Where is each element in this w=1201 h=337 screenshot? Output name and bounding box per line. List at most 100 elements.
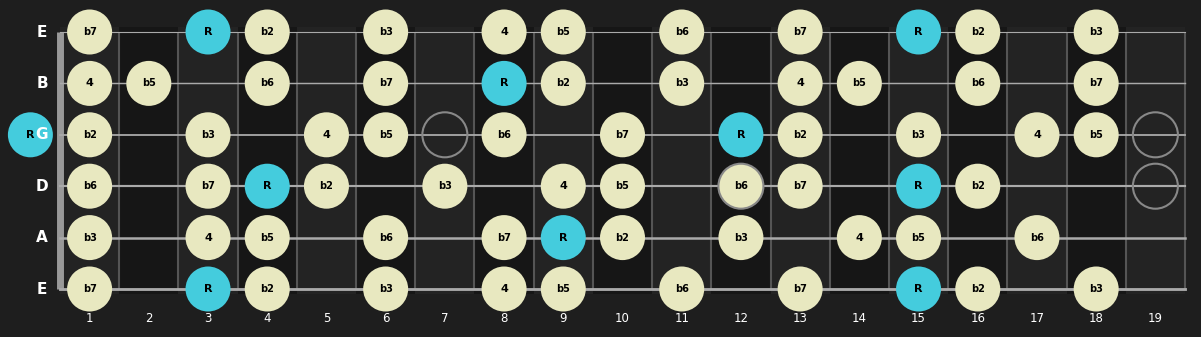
Text: 4: 4 — [85, 79, 94, 88]
Ellipse shape — [896, 112, 942, 157]
Text: b3: b3 — [912, 130, 926, 140]
Ellipse shape — [659, 61, 704, 106]
Text: B: B — [36, 76, 48, 91]
Ellipse shape — [304, 164, 349, 209]
Ellipse shape — [304, 112, 349, 157]
Text: R: R — [914, 284, 922, 294]
Ellipse shape — [245, 267, 289, 311]
Bar — [179, 27, 238, 294]
Text: 11: 11 — [674, 312, 689, 326]
Bar — [711, 27, 771, 294]
Text: 7: 7 — [441, 312, 449, 326]
Text: 2: 2 — [145, 312, 153, 326]
Ellipse shape — [1074, 61, 1118, 106]
Text: R: R — [914, 181, 922, 191]
Ellipse shape — [837, 61, 882, 106]
Ellipse shape — [245, 164, 289, 209]
Text: b3: b3 — [675, 79, 688, 88]
Text: 6: 6 — [382, 312, 389, 326]
Ellipse shape — [482, 267, 526, 311]
Ellipse shape — [600, 112, 645, 157]
Ellipse shape — [777, 164, 823, 209]
Text: 3: 3 — [204, 312, 211, 326]
Ellipse shape — [185, 112, 231, 157]
Text: b2: b2 — [970, 181, 985, 191]
Ellipse shape — [482, 9, 526, 55]
Ellipse shape — [363, 215, 408, 260]
Text: b5: b5 — [142, 79, 156, 88]
Bar — [119, 27, 179, 294]
Text: b6: b6 — [497, 130, 510, 140]
Text: b7: b7 — [1089, 79, 1104, 88]
Text: b3: b3 — [378, 27, 393, 37]
Text: 4: 4 — [1033, 130, 1041, 140]
Ellipse shape — [600, 215, 645, 260]
Ellipse shape — [67, 164, 112, 209]
Text: R: R — [204, 27, 213, 37]
Text: b2: b2 — [793, 130, 807, 140]
Bar — [1066, 27, 1125, 294]
Bar — [652, 27, 711, 294]
Text: 16: 16 — [970, 312, 985, 326]
Ellipse shape — [126, 61, 172, 106]
Ellipse shape — [245, 215, 289, 260]
Text: b5: b5 — [853, 79, 866, 88]
Text: 4: 4 — [500, 284, 508, 294]
Ellipse shape — [659, 9, 704, 55]
Ellipse shape — [245, 9, 289, 55]
Text: A: A — [36, 230, 48, 245]
Text: R: R — [204, 284, 213, 294]
Text: G: G — [36, 127, 48, 142]
Text: 15: 15 — [912, 312, 926, 326]
Bar — [1125, 27, 1185, 294]
Bar — [533, 27, 593, 294]
Ellipse shape — [67, 112, 112, 157]
Text: E: E — [37, 281, 47, 297]
Bar — [355, 27, 416, 294]
Ellipse shape — [363, 267, 408, 311]
Ellipse shape — [955, 164, 1000, 209]
Ellipse shape — [955, 61, 1000, 106]
Text: b6: b6 — [378, 233, 393, 243]
Text: b2: b2 — [970, 284, 985, 294]
Text: b5: b5 — [556, 27, 570, 37]
Text: b2: b2 — [556, 79, 570, 88]
Text: b7: b7 — [793, 27, 807, 37]
Text: 13: 13 — [793, 312, 807, 326]
Ellipse shape — [896, 164, 942, 209]
Text: b2: b2 — [616, 233, 629, 243]
Ellipse shape — [540, 164, 586, 209]
Ellipse shape — [955, 9, 1000, 55]
Text: b5: b5 — [616, 181, 629, 191]
Ellipse shape — [67, 267, 112, 311]
Text: b2: b2 — [261, 27, 274, 37]
Text: b6: b6 — [675, 284, 688, 294]
Text: b6: b6 — [970, 79, 985, 88]
Text: 18: 18 — [1089, 312, 1104, 326]
Bar — [771, 27, 830, 294]
Ellipse shape — [777, 61, 823, 106]
Text: b5: b5 — [556, 284, 570, 294]
Ellipse shape — [185, 164, 231, 209]
Text: b7: b7 — [793, 181, 807, 191]
Bar — [889, 27, 948, 294]
Text: 8: 8 — [501, 312, 508, 326]
Text: b6: b6 — [261, 79, 274, 88]
Text: R: R — [26, 130, 35, 140]
Text: 4: 4 — [500, 27, 508, 37]
Text: 19: 19 — [1148, 312, 1163, 326]
Ellipse shape — [659, 267, 704, 311]
Ellipse shape — [718, 164, 764, 209]
Text: 14: 14 — [852, 312, 867, 326]
Text: b6: b6 — [675, 27, 688, 37]
Text: b5: b5 — [912, 233, 926, 243]
Text: 4: 4 — [263, 312, 271, 326]
Text: 4: 4 — [204, 233, 211, 243]
Ellipse shape — [718, 215, 764, 260]
Text: b7: b7 — [201, 181, 215, 191]
Text: D: D — [36, 179, 48, 194]
Ellipse shape — [540, 215, 586, 260]
Text: b7: b7 — [497, 233, 510, 243]
Text: 17: 17 — [1029, 312, 1045, 326]
Text: 4: 4 — [323, 130, 330, 140]
